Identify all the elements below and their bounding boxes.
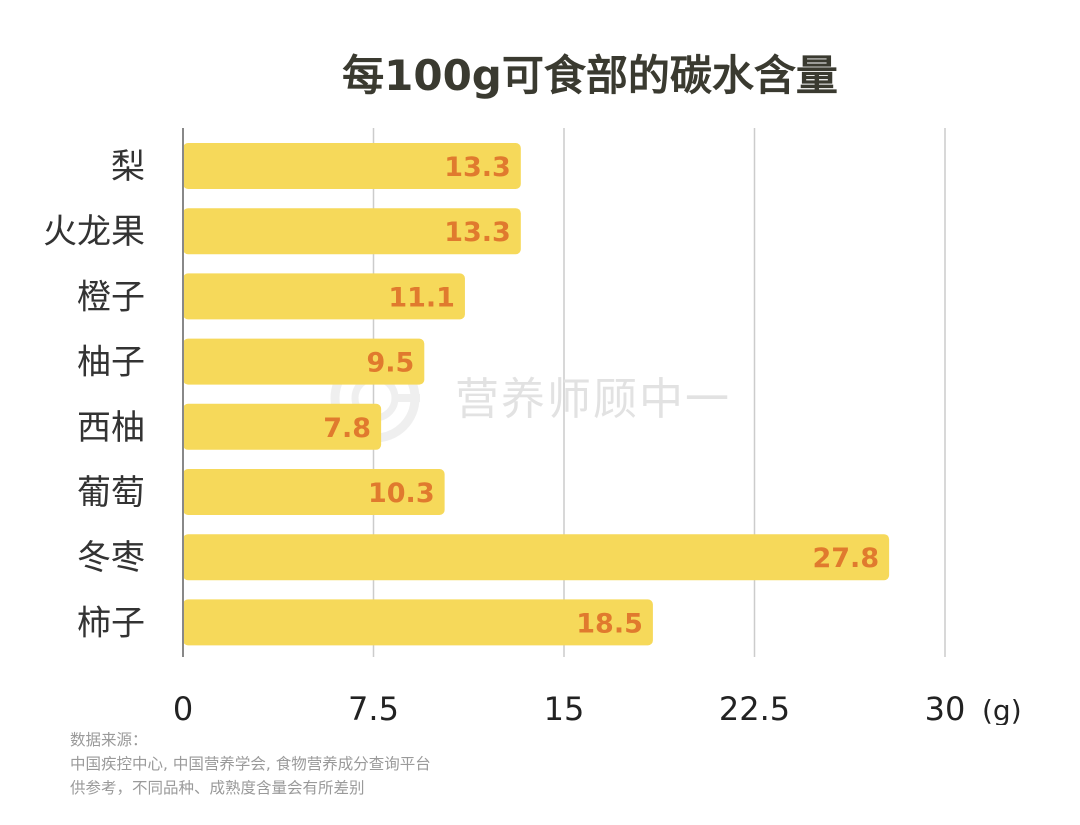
source-line-1: 中国疾控中心, 中国营养学会, 食物营养成分查询平台 <box>70 755 431 773</box>
bar <box>183 338 425 385</box>
bar <box>183 208 521 255</box>
bar-chart: 每100g可食部的碳水含量 营养师顾中一 13.313.311.19.57.81… <box>43 51 1022 725</box>
x-tick-label: 15 <box>544 690 585 725</box>
x-tick-label: 22.5 <box>719 690 790 725</box>
bars: 13.3 13.3 11.1 9.5 7.8 10.3 27.8 18.5 <box>183 143 890 646</box>
data-label: 7.8 <box>323 413 371 444</box>
watermark-text: 营养师顾中一 <box>455 374 731 425</box>
data-label: 13.3 <box>444 217 511 248</box>
source-note: 数据来源： 中国疾控中心, 中国营养学会, 食物营养成分查询平台 供参考，不同品… <box>70 728 431 800</box>
bar <box>183 403 382 450</box>
data-label: 9.5 <box>366 348 414 379</box>
data-label: 27.8 <box>812 543 879 574</box>
category-label: 葡萄 <box>77 473 145 513</box>
bar <box>183 273 465 320</box>
x-tick-label: 30 <box>925 690 966 725</box>
x-tick-label: 7.5 <box>348 690 399 725</box>
data-label: 13.3 <box>444 152 511 183</box>
bar <box>183 534 890 581</box>
data-label: 18.5 <box>576 608 643 639</box>
source-line-2: 供参考，不同品种、成熟度含量会有所差别 <box>70 779 365 797</box>
data-label: 11.1 <box>388 282 455 313</box>
source-heading: 数据来源： <box>70 731 148 749</box>
x-axis-ticks: 0 7.5 15 22.5 30 <box>173 690 966 725</box>
category-label: 冬枣 <box>77 538 145 578</box>
category-label: 梨 <box>111 147 145 187</box>
category-label: 火龙果 <box>43 212 145 252</box>
data-label: 10.3 <box>368 478 435 509</box>
chart-title: 每100g可食部的碳水含量 <box>342 51 838 100</box>
category-label: 西柚 <box>77 408 145 448</box>
bar <box>183 143 521 189</box>
category-label: 橙子 <box>77 277 145 317</box>
category-label: 柿子 <box>77 603 145 643</box>
bar <box>183 599 653 646</box>
category-label: 柚子 <box>77 343 145 383</box>
x-tick-label: 0 <box>173 690 193 725</box>
bar <box>183 469 445 515</box>
x-axis-unit: (g) <box>982 694 1022 725</box>
